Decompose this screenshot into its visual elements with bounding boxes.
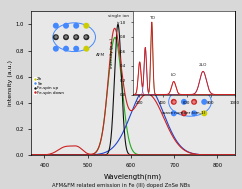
Ellipse shape	[73, 46, 79, 52]
Text: AFM&FM related emission in Fe (III) doped ZnSe NBs: AFM&FM related emission in Fe (III) dope…	[52, 183, 190, 188]
Ellipse shape	[201, 110, 207, 116]
Ellipse shape	[181, 110, 187, 116]
Ellipse shape	[181, 87, 187, 93]
Ellipse shape	[181, 99, 187, 105]
X-axis label: wave number (cm-1): wave number (cm-1)	[162, 111, 205, 115]
Ellipse shape	[83, 23, 89, 29]
Ellipse shape	[83, 34, 89, 40]
Ellipse shape	[63, 34, 69, 40]
Ellipse shape	[191, 110, 197, 116]
Ellipse shape	[53, 34, 59, 40]
Y-axis label: intensity (a.u.): intensity (a.u.)	[110, 38, 114, 68]
Text: LO: LO	[171, 73, 177, 77]
Ellipse shape	[171, 87, 177, 93]
Ellipse shape	[63, 23, 69, 29]
Y-axis label: intensity (a.u.): intensity (a.u.)	[8, 60, 13, 106]
Text: TO: TO	[149, 15, 155, 20]
Ellipse shape	[73, 23, 79, 29]
Ellipse shape	[201, 99, 207, 105]
Ellipse shape	[73, 34, 79, 40]
Text: AFM: AFM	[96, 48, 112, 57]
Ellipse shape	[201, 87, 207, 93]
Ellipse shape	[53, 46, 59, 52]
Text: 2LO: 2LO	[199, 63, 207, 67]
Text: single ion: single ion	[108, 14, 129, 24]
Text: FM: FM	[139, 76, 146, 87]
Ellipse shape	[171, 110, 177, 116]
Ellipse shape	[63, 46, 69, 52]
Ellipse shape	[53, 23, 59, 29]
Ellipse shape	[191, 99, 197, 105]
Ellipse shape	[191, 87, 197, 93]
Legend: Zn, Se, Fe-spin up, Fe-spin down: Zn, Se, Fe-spin up, Fe-spin down	[34, 77, 65, 95]
X-axis label: Wavelength(nm): Wavelength(nm)	[104, 173, 162, 180]
Ellipse shape	[83, 46, 89, 52]
Ellipse shape	[171, 99, 177, 105]
